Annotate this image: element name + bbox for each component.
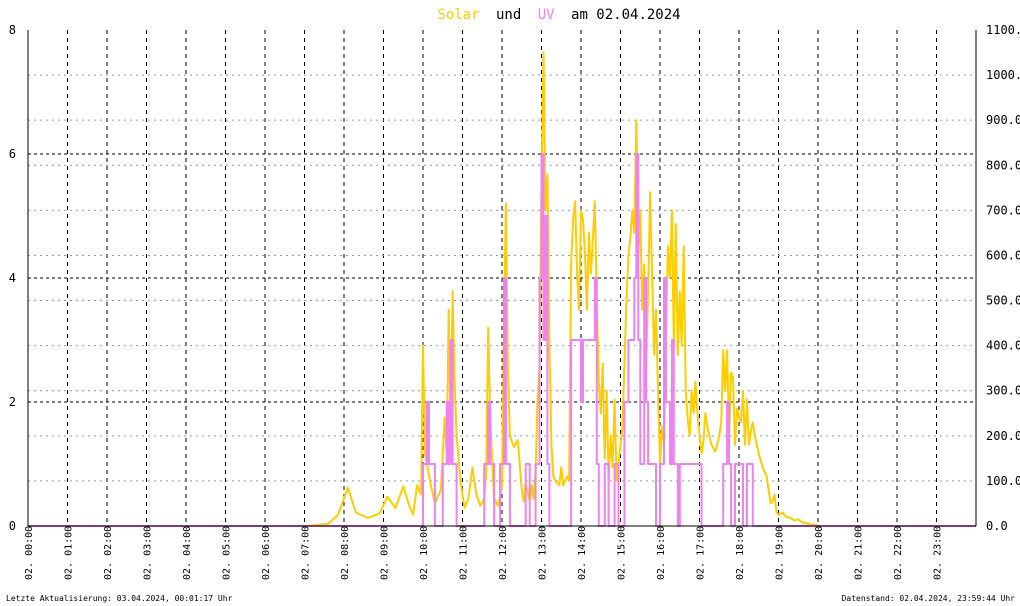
y-left-tick-label: 4 xyxy=(9,271,16,285)
y-left-tick-label: 6 xyxy=(9,147,16,161)
y-right-tick-label: 700.0 xyxy=(986,203,1020,217)
title-solar-word: Solar xyxy=(437,7,479,23)
x-tick-label: 02. 18:00 xyxy=(735,526,746,580)
x-tick-label: 02. 05:00 xyxy=(222,526,233,580)
x-tick-label: 02. 06:00 xyxy=(261,526,272,580)
y-right-tick-label: 600.0 xyxy=(986,248,1020,262)
y-right-tick-label: 400.0 xyxy=(986,339,1020,353)
y-right-tick-label: 100.0 xyxy=(986,474,1020,488)
axis-layer: 0 2 4 6 8 0.0 100.0 200.0 300.0 400.0 500.0 600.0 70… xyxy=(9,23,1020,580)
y-right-tick-label: 200.0 xyxy=(986,429,1020,443)
x-tick-label: 02. 17:00 xyxy=(696,526,707,580)
grid-layer xyxy=(28,30,976,526)
y-right-tick-label: 1100.0 xyxy=(986,23,1020,37)
footer-last-update: Letzte Aktualisierung: 03.04.2024, 00:01… xyxy=(6,594,233,603)
x-tick-label: 02. 01:00 xyxy=(64,526,75,580)
y-right-tick-label: 900.0 xyxy=(986,113,1020,127)
title-date-word: am 02.04.2024 xyxy=(571,7,681,23)
y-left-tick-label: 2 xyxy=(9,395,16,409)
title-uv-word: UV xyxy=(538,7,555,23)
x-tick-label: 02. 11:00 xyxy=(459,526,470,580)
x-tick-label: 02. 08:00 xyxy=(340,526,351,580)
x-tick-label: 02. 22:00 xyxy=(893,526,904,580)
x-tick-label: 02. 21:00 xyxy=(854,526,865,580)
title-und-word: und xyxy=(496,7,521,23)
x-tick-label: 02. 10:00 xyxy=(419,526,430,580)
x-tick-label: 02. 16:00 xyxy=(656,526,667,580)
series-layer xyxy=(28,51,976,527)
x-tick-label: 02. 13:00 xyxy=(538,526,549,580)
y-right-tick-label: 800.0 xyxy=(986,158,1020,172)
x-tick-label: 02. 07:00 xyxy=(301,526,312,580)
chart-title: Solar und UV am 02.04.2024 xyxy=(437,7,680,23)
x-tick-label: 02. 02:00 xyxy=(103,526,114,580)
x-tick-label: 02. 12:00 xyxy=(498,526,509,580)
x-tick-label: 02. 04:00 xyxy=(182,526,193,580)
x-tick-label: 02. 23:00 xyxy=(933,526,944,580)
x-tick-label: 02. 20:00 xyxy=(814,526,825,580)
y-left-tick-label: 8 xyxy=(9,23,16,37)
y-right-tick-label: 300.0 xyxy=(986,384,1020,398)
y-left-tick-label: 0 xyxy=(9,519,16,533)
series-uv-line xyxy=(28,153,976,527)
x-tick-label: 02. 14:00 xyxy=(577,526,588,580)
footer-data-status: Datenstand: 02.04.2024, 23:59:44 Uhr xyxy=(842,594,1016,603)
y-right-tick-label: 500.0 xyxy=(986,294,1020,308)
x-tick-label: 02. 19:00 xyxy=(775,526,786,580)
x-tick-label: 02. 03:00 xyxy=(143,526,154,580)
x-tick-label: 02. 15:00 xyxy=(617,526,628,580)
x-tick-label: 02. 09:00 xyxy=(380,526,391,580)
y-right-tick-label: 0.0 xyxy=(986,519,1008,533)
y-right-tick-label: 1000.0 xyxy=(986,68,1020,82)
x-tick-label: 02. 00:00 xyxy=(24,526,35,580)
